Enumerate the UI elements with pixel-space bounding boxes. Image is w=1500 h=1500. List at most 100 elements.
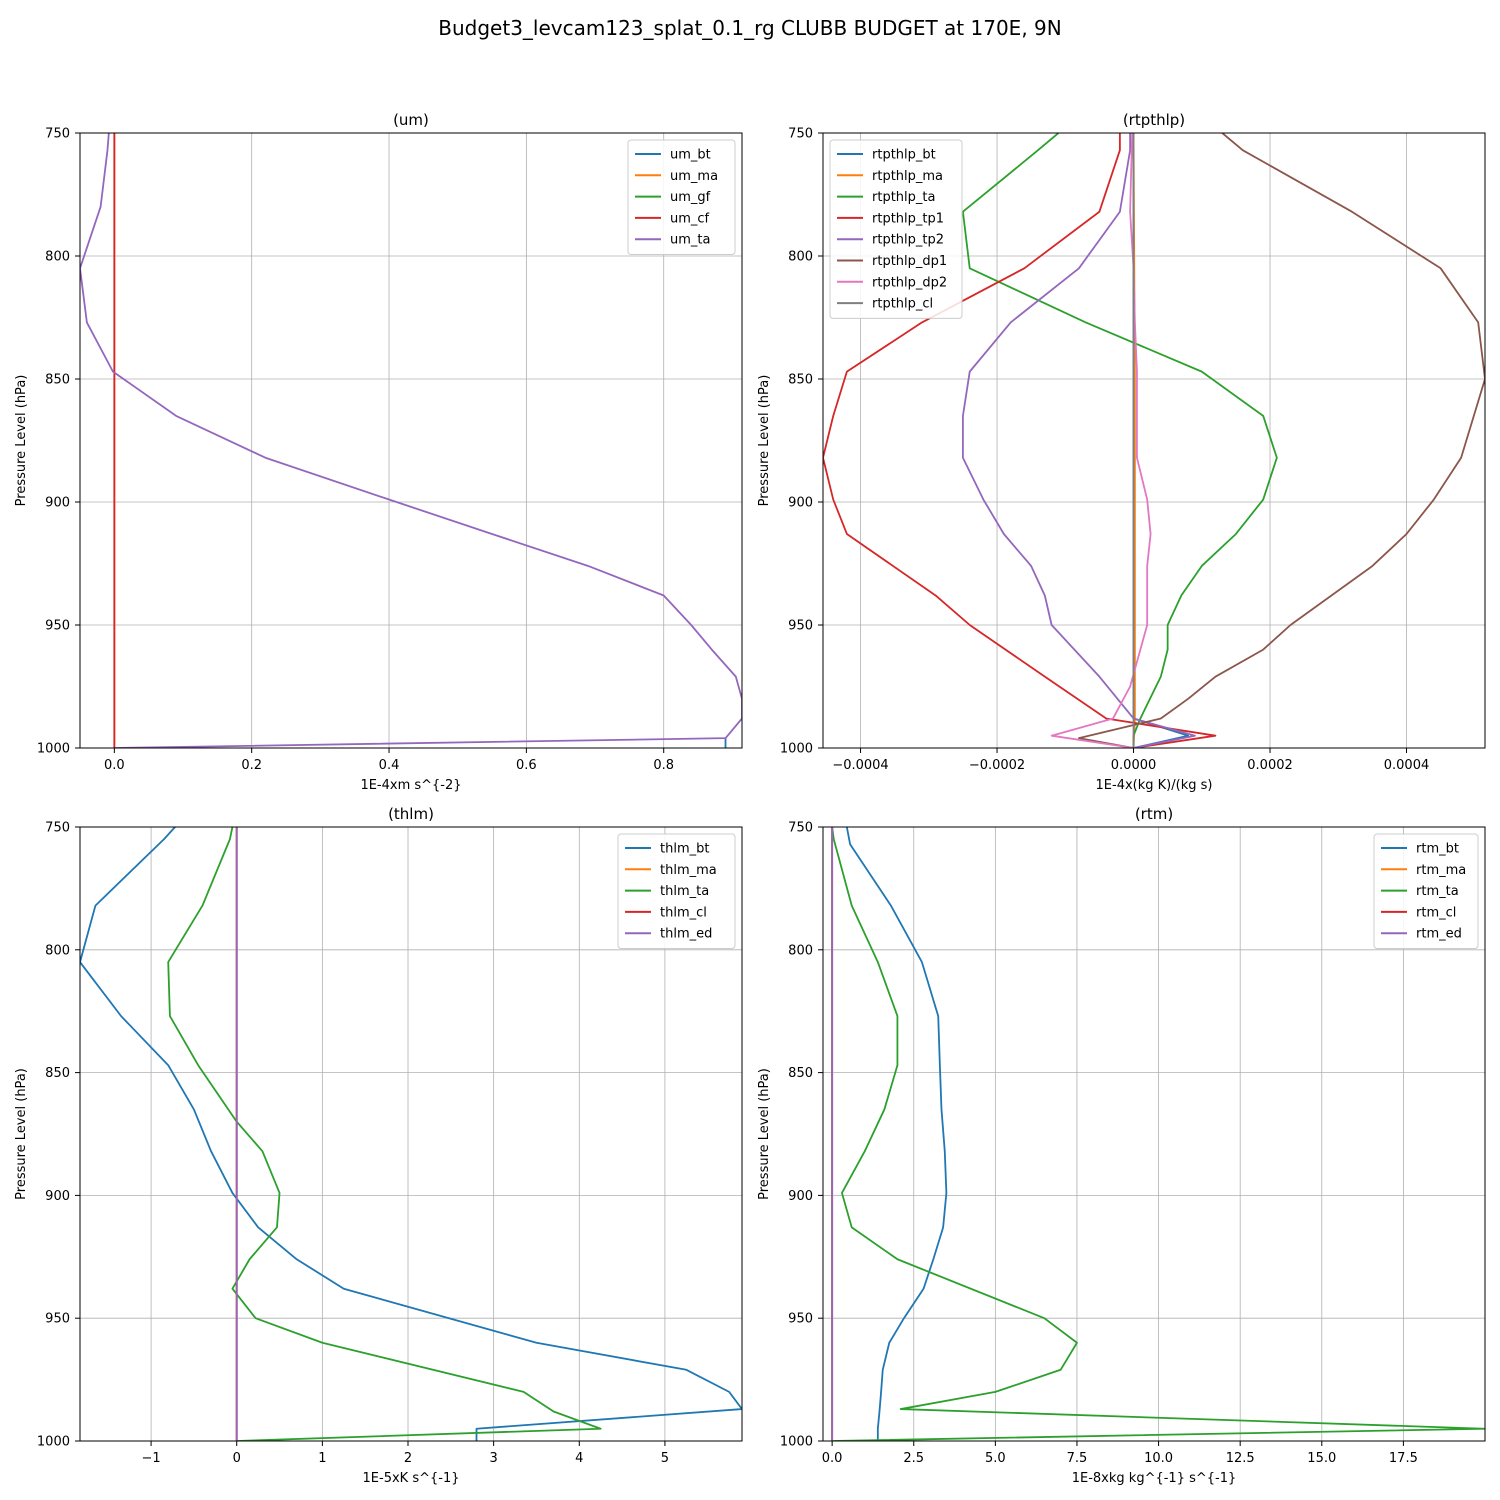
y-tick-label: 900 — [45, 496, 70, 511]
legend-label-rtm_ta: rtm_ta — [1416, 884, 1459, 899]
x-tick-label: 1 — [318, 1451, 326, 1466]
legend: rtm_bt rtm_ma rtm_ta rtm_cl rtm_ed — [1373, 833, 1479, 949]
series-line-rtpthlp_tp2 — [962, 133, 1196, 748]
y-tick-label: 900 — [788, 496, 813, 511]
legend-box — [627, 139, 736, 255]
x-tick-label: −0.0004 — [832, 758, 888, 773]
series-group — [831, 827, 1485, 1441]
legend-box — [617, 833, 736, 949]
y-tick-label: 750 — [788, 821, 813, 836]
y-tick-label: 900 — [788, 1189, 813, 1204]
x-tick-label: 3 — [490, 1451, 498, 1466]
legend-label-um_ta: um_ta — [670, 233, 710, 248]
x-tick-label: 0.4 — [379, 758, 400, 773]
series-line-um_ta — [80, 133, 742, 748]
legend-label-rtm_cl: rtm_cl — [1416, 905, 1456, 920]
panel-title: (um) — [393, 111, 429, 129]
x-tick-label: 0 — [233, 1451, 241, 1466]
x-tick-label: 2 — [404, 1451, 412, 1466]
legend-label-rtpthlp_ta: rtpthlp_ta — [872, 190, 935, 205]
legend-label-rtpthlp_ma: rtpthlp_ma — [872, 169, 943, 184]
legend-label-rtpthlp_bt: rtpthlp_bt — [872, 148, 936, 163]
series-line-rtpthlp_dp1 — [1078, 133, 1485, 748]
x-tick-label: 17.5 — [1389, 1451, 1418, 1466]
x-tick-label: 0.0000 — [1111, 758, 1157, 773]
legend-label-rtpthlp_tp2: rtpthlp_tp2 — [872, 233, 944, 248]
legend-label-thlm_bt: thlm_bt — [660, 842, 709, 857]
x-tick-label: 0.0 — [822, 1451, 843, 1466]
y-tick-label: 850 — [788, 373, 813, 388]
y-axis-label: Pressure Level (hPa) — [757, 375, 772, 507]
legend-label-rtm_ma: rtm_ma — [1416, 863, 1466, 878]
y-tick-label: 750 — [45, 127, 70, 142]
series-line-rtpthlp_bt — [1132, 133, 1190, 748]
x-tick-label: 0.2 — [241, 758, 262, 773]
x-tick-label: 5.0 — [985, 1451, 1006, 1466]
figure-title: Budget3_levcam123_splat_0.1_rg CLUBB BUD… — [438, 16, 1062, 40]
y-tick-label: 750 — [788, 127, 813, 142]
y-tick-label: 800 — [45, 250, 70, 265]
panel-title: (rtm) — [1135, 805, 1173, 823]
x-tick-label: 0.0004 — [1384, 758, 1430, 773]
y-tick-label: 850 — [788, 1066, 813, 1081]
y-axis-label: Pressure Level (hPa) — [14, 1068, 29, 1200]
y-tick-label: 950 — [788, 1312, 813, 1327]
x-axis-label: 1E-4x(kg K)/(kg s) — [1096, 778, 1213, 793]
legend-label-um_bt: um_bt — [670, 148, 711, 163]
y-tick-label: 950 — [788, 619, 813, 634]
legend-box — [829, 139, 963, 319]
legend-label-thlm_ta: thlm_ta — [660, 884, 709, 899]
y-tick-label: 850 — [45, 373, 70, 388]
series-line-thlm_bt — [80, 827, 742, 1441]
x-axis-label: 1E-5xK s^{-1} — [363, 1471, 460, 1486]
series-group — [80, 827, 742, 1441]
series-line-rtpthlp_ta — [962, 133, 1278, 748]
x-tick-label: 10.0 — [1144, 1451, 1173, 1466]
x-tick-label: 4 — [575, 1451, 583, 1466]
y-tick-label: 800 — [788, 943, 813, 958]
series-line-thlm_ta — [167, 827, 602, 1441]
chart-panel-1: 0.0 0.2 0.4 0.6 0.8 750 800 850 900 950 1000 (um) 1E… — [14, 111, 743, 793]
y-tick-label: 800 — [45, 943, 70, 958]
legend-label-um_ma: um_ma — [670, 169, 718, 184]
legend: thlm_bt thlm_ma thlm_ta thlm_cl thlm_ed — [617, 833, 736, 949]
chart-panel-2: −0.0004 −0.0002 0.0000 0.0002 0.0004 750 800 85… — [757, 111, 1486, 793]
x-tick-label: 0.8 — [653, 758, 674, 773]
x-tick-label: 12.5 — [1226, 1451, 1255, 1466]
legend: rtpthlp_bt rtpthlp_ma rtpthlp_ta rtpthlp_tp… — [829, 139, 963, 319]
y-tick-label: 900 — [45, 1189, 70, 1204]
y-tick-label: 1000 — [780, 742, 813, 757]
legend-label-thlm_ed: thlm_ed — [660, 927, 712, 942]
x-tick-label: 0.0 — [104, 758, 125, 773]
x-tick-label: 0.0002 — [1247, 758, 1293, 773]
legend-label-thlm_ma: thlm_ma — [660, 863, 717, 878]
panel-title: (rtpthlp) — [1123, 111, 1185, 129]
x-axis-label: 1E-8xkg kg^{-1} s^{-1} — [1072, 1471, 1237, 1486]
legend-label-rtpthlp_tp1: rtpthlp_tp1 — [872, 211, 944, 226]
legend-label-thlm_cl: thlm_cl — [660, 905, 707, 920]
axes-frame — [79, 132, 743, 749]
legend-label-rtm_ed: rtm_ed — [1416, 927, 1462, 942]
y-tick-label: 1000 — [37, 1435, 70, 1450]
axes-frame — [822, 826, 1486, 1442]
series-line-rtm_ta — [831, 827, 1485, 1441]
legend-box — [1373, 833, 1479, 949]
y-axis-label: Pressure Level (hPa) — [14, 375, 29, 507]
y-tick-label: 800 — [788, 250, 813, 265]
x-tick-label: −0.0002 — [969, 758, 1025, 773]
x-tick-label: 2.5 — [903, 1451, 924, 1466]
series-group — [80, 133, 742, 748]
series-line-rtm_bt — [845, 827, 948, 1441]
y-tick-label: 1000 — [780, 1435, 813, 1450]
axes-frame — [822, 132, 1486, 749]
panel-title: (thlm) — [388, 805, 434, 823]
legend-label-um_gf: um_gf — [670, 190, 711, 205]
legend-label-rtpthlp_cl: rtpthlp_cl — [872, 297, 933, 312]
x-tick-label: 7.5 — [1067, 1451, 1088, 1466]
x-axis-label: 1E-4xm s^{-2} — [360, 778, 461, 793]
x-tick-label: 0.6 — [516, 758, 537, 773]
series-line-rtpthlp_tp1 — [823, 133, 1217, 748]
axes-frame — [79, 826, 743, 1442]
legend-label-rtpthlp_dp2: rtpthlp_dp2 — [872, 275, 947, 290]
